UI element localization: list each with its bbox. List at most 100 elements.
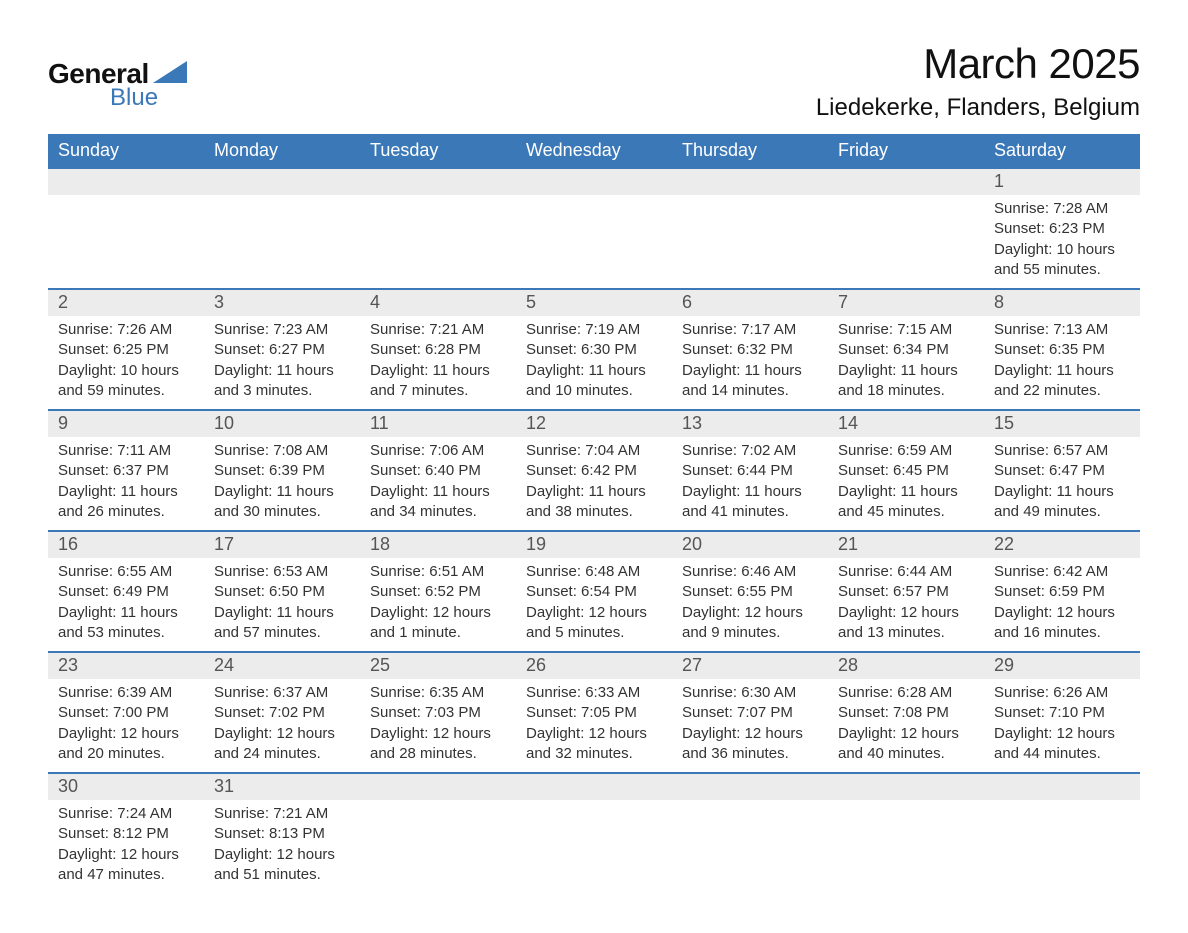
day-number: 7 — [828, 290, 984, 316]
day-content: Sunrise: 6:28 AMSunset: 7:08 PMDaylight:… — [828, 679, 984, 772]
day-content: Sunrise: 7:04 AMSunset: 6:42 PMDaylight:… — [516, 437, 672, 530]
day-number: 16 — [48, 532, 204, 558]
empty-cell — [828, 168, 984, 195]
week-content-row: Sunrise: 7:11 AMSunset: 6:37 PMDaylight:… — [48, 437, 1140, 531]
sunrise-text: Sunrise: 7:11 AM — [58, 441, 194, 461]
day-content: Sunrise: 7:24 AMSunset: 8:12 PMDaylight:… — [48, 800, 204, 893]
day-content: Sunrise: 6:42 AMSunset: 6:59 PMDaylight:… — [984, 558, 1140, 651]
day-number: 8 — [984, 290, 1140, 316]
daylight-text: Daylight: 11 hours and 45 minutes. — [838, 482, 974, 523]
empty-cell — [360, 195, 516, 289]
empty-cell — [984, 800, 1140, 893]
sunset-text: Sunset: 7:10 PM — [994, 703, 1130, 723]
week-number-row: 23242526272829 — [48, 652, 1140, 679]
week-content-row: Sunrise: 6:55 AMSunset: 6:49 PMDaylight:… — [48, 558, 1140, 652]
day-content: Sunrise: 7:13 AMSunset: 6:35 PMDaylight:… — [984, 316, 1140, 409]
sunrise-text: Sunrise: 6:55 AM — [58, 562, 194, 582]
day-content: Sunrise: 6:26 AMSunset: 7:10 PMDaylight:… — [984, 679, 1140, 772]
sunset-text: Sunset: 7:07 PM — [682, 703, 818, 723]
day-number: 15 — [984, 411, 1140, 437]
empty-cell — [204, 168, 360, 195]
week-number-row: 16171819202122 — [48, 531, 1140, 558]
day-number: 12 — [516, 411, 672, 437]
sunrise-text: Sunrise: 7:26 AM — [58, 320, 194, 340]
daylight-text: Daylight: 10 hours and 55 minutes. — [994, 240, 1130, 281]
empty-cell — [672, 168, 828, 195]
day-header: Friday — [828, 134, 984, 168]
day-content: Sunrise: 7:17 AMSunset: 6:32 PMDaylight:… — [672, 316, 828, 409]
day-content: Sunrise: 7:15 AMSunset: 6:34 PMDaylight:… — [828, 316, 984, 409]
sunset-text: Sunset: 6:30 PM — [526, 340, 662, 360]
day-number: 13 — [672, 411, 828, 437]
sunset-text: Sunset: 6:54 PM — [526, 582, 662, 602]
sunrise-text: Sunrise: 6:48 AM — [526, 562, 662, 582]
sunset-text: Sunset: 6:28 PM — [370, 340, 506, 360]
day-number: 19 — [516, 532, 672, 558]
week-content-row: Sunrise: 7:28 AMSunset: 6:23 PMDaylight:… — [48, 195, 1140, 289]
day-number: 29 — [984, 653, 1140, 679]
empty-cell — [984, 773, 1140, 800]
sunset-text: Sunset: 6:42 PM — [526, 461, 662, 481]
sunrise-text: Sunrise: 6:57 AM — [994, 441, 1130, 461]
day-content: Sunrise: 7:19 AMSunset: 6:30 PMDaylight:… — [516, 316, 672, 409]
day-content: Sunrise: 7:21 AMSunset: 6:28 PMDaylight:… — [360, 316, 516, 409]
daylight-text: Daylight: 11 hours and 49 minutes. — [994, 482, 1130, 523]
sunrise-text: Sunrise: 6:33 AM — [526, 683, 662, 703]
day-header-row: SundayMondayTuesdayWednesdayThursdayFrid… — [48, 134, 1140, 168]
week-number-row: 2345678 — [48, 289, 1140, 316]
daylight-text: Daylight: 11 hours and 38 minutes. — [526, 482, 662, 523]
sunrise-text: Sunrise: 6:28 AM — [838, 683, 974, 703]
empty-cell — [48, 195, 204, 289]
sunset-text: Sunset: 6:47 PM — [994, 461, 1130, 481]
day-content: Sunrise: 6:48 AMSunset: 6:54 PMDaylight:… — [516, 558, 672, 651]
sunrise-text: Sunrise: 6:53 AM — [214, 562, 350, 582]
day-number: 2 — [48, 290, 204, 316]
day-content: Sunrise: 6:30 AMSunset: 7:07 PMDaylight:… — [672, 679, 828, 772]
day-header: Monday — [204, 134, 360, 168]
day-content: Sunrise: 6:37 AMSunset: 7:02 PMDaylight:… — [204, 679, 360, 772]
day-number: 23 — [48, 653, 204, 679]
sunrise-text: Sunrise: 6:59 AM — [838, 441, 974, 461]
day-number: 10 — [204, 411, 360, 437]
day-content: Sunrise: 7:28 AMSunset: 6:23 PMDaylight:… — [984, 195, 1140, 288]
day-content: Sunrise: 6:55 AMSunset: 6:49 PMDaylight:… — [48, 558, 204, 651]
day-number: 4 — [360, 290, 516, 316]
sunset-text: Sunset: 8:13 PM — [214, 824, 350, 844]
daylight-text: Daylight: 12 hours and 16 minutes. — [994, 603, 1130, 644]
daylight-text: Daylight: 11 hours and 53 minutes. — [58, 603, 194, 644]
daylight-text: Daylight: 12 hours and 5 minutes. — [526, 603, 662, 644]
day-number: 31 — [204, 774, 360, 800]
day-number: 9 — [48, 411, 204, 437]
daylight-text: Daylight: 12 hours and 20 minutes. — [58, 724, 194, 765]
sunrise-text: Sunrise: 7:13 AM — [994, 320, 1130, 340]
daylight-text: Daylight: 11 hours and 22 minutes. — [994, 361, 1130, 402]
sunset-text: Sunset: 6:32 PM — [682, 340, 818, 360]
sunrise-text: Sunrise: 7:28 AM — [994, 199, 1130, 219]
sunset-text: Sunset: 7:08 PM — [838, 703, 974, 723]
sunset-text: Sunset: 6:27 PM — [214, 340, 350, 360]
day-header: Sunday — [48, 134, 204, 168]
day-content: Sunrise: 7:26 AMSunset: 6:25 PMDaylight:… — [48, 316, 204, 409]
day-header: Tuesday — [360, 134, 516, 168]
daylight-text: Daylight: 11 hours and 57 minutes. — [214, 603, 350, 644]
daylight-text: Daylight: 12 hours and 32 minutes. — [526, 724, 662, 765]
sunset-text: Sunset: 6:57 PM — [838, 582, 974, 602]
sunrise-text: Sunrise: 7:21 AM — [214, 804, 350, 824]
day-content: Sunrise: 7:23 AMSunset: 6:27 PMDaylight:… — [204, 316, 360, 409]
day-content: Sunrise: 7:11 AMSunset: 6:37 PMDaylight:… — [48, 437, 204, 530]
daylight-text: Daylight: 11 hours and 30 minutes. — [214, 482, 350, 523]
sunrise-text: Sunrise: 6:37 AM — [214, 683, 350, 703]
sunset-text: Sunset: 6:23 PM — [994, 219, 1130, 239]
empty-cell — [672, 800, 828, 893]
sunrise-text: Sunrise: 7:23 AM — [214, 320, 350, 340]
day-content: Sunrise: 6:59 AMSunset: 6:45 PMDaylight:… — [828, 437, 984, 530]
day-content: Sunrise: 6:57 AMSunset: 6:47 PMDaylight:… — [984, 437, 1140, 530]
week-content-row: Sunrise: 6:39 AMSunset: 7:00 PMDaylight:… — [48, 679, 1140, 773]
logo-text-blue: Blue — [110, 84, 158, 112]
calendar-table: SundayMondayTuesdayWednesdayThursdayFrid… — [48, 134, 1140, 893]
sunrise-text: Sunrise: 6:26 AM — [994, 683, 1130, 703]
sunset-text: Sunset: 7:05 PM — [526, 703, 662, 723]
week-content-row: Sunrise: 7:24 AMSunset: 8:12 PMDaylight:… — [48, 800, 1140, 893]
empty-cell — [360, 773, 516, 800]
empty-cell — [360, 800, 516, 893]
